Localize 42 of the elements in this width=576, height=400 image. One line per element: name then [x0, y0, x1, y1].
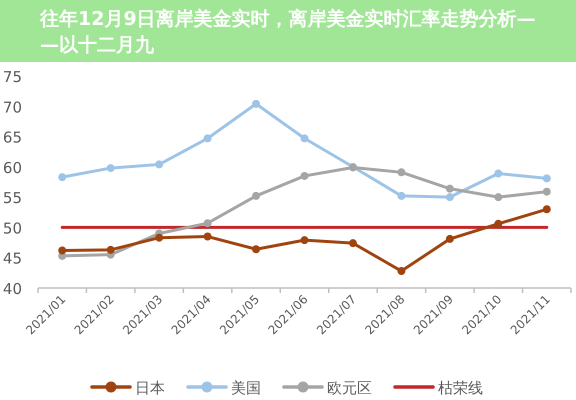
point — [542, 188, 551, 196]
y-tick-label: 75 — [2, 68, 22, 86]
point — [155, 234, 164, 242]
point — [397, 168, 406, 176]
point — [397, 267, 406, 276]
y-tick-label: 70 — [2, 98, 22, 116]
point — [58, 173, 66, 182]
y-tick-label: 60 — [2, 158, 22, 177]
point — [446, 234, 454, 243]
point — [300, 172, 308, 180]
y-tick-label: 50 — [2, 219, 22, 238]
point — [446, 184, 454, 193]
y-tick-label: 55 — [2, 189, 22, 208]
legend-label: 日本 — [135, 379, 165, 397]
point — [542, 174, 551, 182]
point — [494, 220, 502, 228]
chart-title: 往年12月9日离岸美金实时，离岸美金实时汇率走势分析——以十二月九 — [39, 8, 536, 56]
point — [252, 100, 260, 108]
point — [58, 246, 66, 254]
point — [252, 192, 260, 200]
legend-label: 枯荣线 — [438, 379, 483, 397]
y-tick-label: 65 — [2, 128, 22, 147]
point — [204, 134, 212, 142]
y-tick-label: 40 — [2, 280, 22, 298]
y-tick-label: 45 — [2, 250, 22, 268]
legend-label: 欧元区 — [327, 379, 372, 397]
point — [397, 192, 406, 200]
point — [300, 236, 308, 244]
point — [542, 205, 551, 214]
point — [204, 232, 212, 241]
point — [348, 239, 357, 248]
title: 往年12月9日离岸美金实时，离岸美金实时汇率走势分析——以十二月九 — [0, 0, 576, 62]
point — [204, 219, 212, 228]
legend-label: 美国 — [231, 379, 261, 397]
point — [252, 245, 260, 254]
point — [494, 193, 502, 202]
point — [155, 160, 164, 168]
point — [494, 170, 502, 178]
point — [106, 164, 115, 172]
point — [106, 246, 115, 254]
point — [446, 193, 454, 202]
point — [300, 134, 308, 142]
